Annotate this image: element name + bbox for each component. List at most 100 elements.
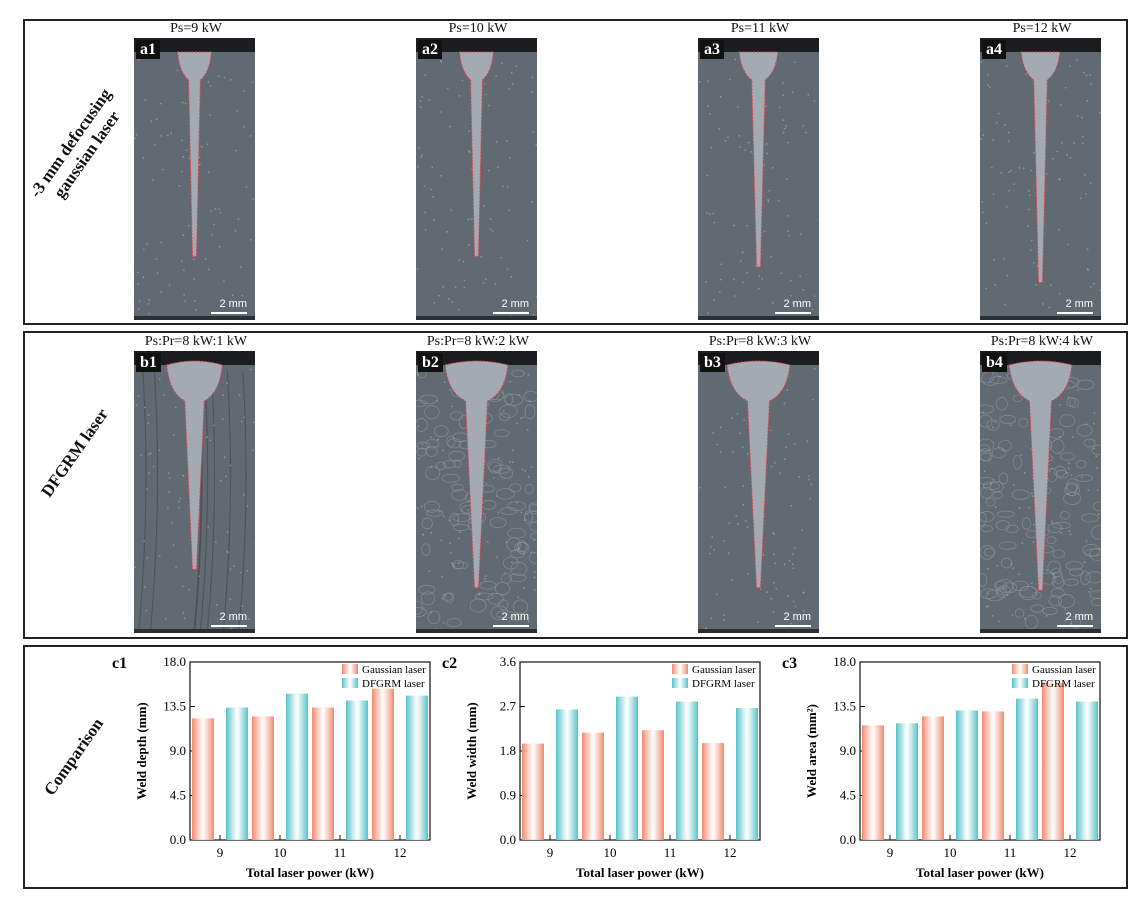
y-tick-label: 0.9 bbox=[500, 788, 516, 803]
legend-swatch bbox=[342, 664, 358, 674]
panel-title-b2: Ps:Pr=8 kW:2 kW bbox=[426, 334, 530, 349]
scale-bar bbox=[1057, 312, 1093, 314]
x-tick-label: 9 bbox=[887, 845, 894, 860]
y-tick-label: 0.0 bbox=[840, 832, 856, 847]
scale-bar bbox=[1057, 625, 1093, 627]
bar-dfgrm-10 bbox=[286, 693, 308, 840]
legend-label: DFGRM laser bbox=[362, 678, 425, 690]
y-tick-label: 0.0 bbox=[500, 832, 516, 847]
scale-bar-label: 2 mm bbox=[1065, 611, 1094, 623]
x-tick-label: 9 bbox=[547, 845, 554, 860]
panel-tag-b2: b2 bbox=[418, 353, 443, 372]
panel-tag-b1: b1 bbox=[136, 353, 161, 372]
legend-label: DFGRM laser bbox=[692, 678, 755, 690]
legend-label: DFGRM laser bbox=[1032, 678, 1095, 690]
scale-bar bbox=[775, 625, 811, 627]
row-label-line-1: Comparison bbox=[40, 714, 108, 799]
x-tick-label: 12 bbox=[724, 845, 737, 860]
scale-bar bbox=[211, 312, 247, 314]
micrograph-a1: a1 2 mm bbox=[134, 38, 255, 320]
bar-gaussian-12 bbox=[702, 743, 724, 840]
bar-gaussian-9 bbox=[522, 743, 544, 840]
y-tick-label: 2.7 bbox=[500, 699, 517, 714]
micrograph-b3: b3 2 mm bbox=[698, 351, 819, 633]
legend-swatch bbox=[1012, 678, 1028, 688]
y-axis-label: Weld area (mm²) bbox=[804, 704, 819, 798]
scale-bar-label: 2 mm bbox=[219, 298, 248, 310]
bar-dfgrm-11 bbox=[676, 701, 698, 840]
y-tick-label: 18.0 bbox=[833, 654, 856, 669]
panel-tag-a4: a4 bbox=[982, 40, 1006, 59]
bar-dfgrm-9 bbox=[896, 723, 918, 840]
bar-dfgrm-12 bbox=[1076, 701, 1098, 840]
x-tick-label: 10 bbox=[274, 845, 287, 860]
scale-bar bbox=[211, 625, 247, 627]
row-label-comparison: Comparison bbox=[34, 706, 113, 808]
micrograph-a4: a4 2 mm bbox=[980, 38, 1101, 320]
x-tick-label: 9 bbox=[217, 845, 224, 860]
bar-dfgrm-9 bbox=[226, 707, 248, 840]
panel-title-b1: Ps:Pr=8 kW:1 kW bbox=[144, 334, 248, 349]
bar-gaussian-9 bbox=[862, 725, 884, 840]
panel-title-a2: Ps=10 kW bbox=[448, 21, 508, 36]
chart-tag: c1 bbox=[112, 655, 127, 672]
legend-label: Gaussian laser bbox=[362, 664, 426, 676]
y-tick-label: 13.5 bbox=[163, 699, 186, 714]
y-tick-label: 4.5 bbox=[170, 788, 186, 803]
bar-gaussian-11 bbox=[982, 711, 1004, 840]
y-axis-label: Weld width (mm) bbox=[464, 702, 479, 800]
bar-gaussian-9 bbox=[192, 718, 214, 840]
x-tick-label: 12 bbox=[1064, 845, 1077, 860]
x-tick-label: 10 bbox=[944, 845, 957, 860]
x-tick-label: 11 bbox=[1004, 845, 1017, 860]
scale-bar-label: 2 mm bbox=[1065, 298, 1094, 310]
chart-tag: c2 bbox=[442, 655, 457, 672]
scale-bar bbox=[493, 625, 529, 627]
chart-weld-width: c2 0.0 0.9 1.8 2.7 3.6 Weld width (mm) 9 10 11 12 T… bbox=[442, 654, 761, 880]
panel-title-a3: Ps=11 kW bbox=[730, 21, 790, 36]
scale-bar-label: 2 mm bbox=[783, 611, 812, 623]
bar-dfgrm-9 bbox=[556, 709, 578, 840]
bar-gaussian-10 bbox=[252, 716, 274, 840]
bar-gaussian-11 bbox=[642, 730, 664, 840]
panel-title-b4: Ps:Pr=8 kW:4 kW bbox=[990, 334, 1094, 349]
legend-swatch bbox=[342, 678, 358, 688]
micrograph-b1: b1 2 mm bbox=[134, 351, 255, 633]
row-label-line-1: DFGRM laser bbox=[37, 404, 113, 501]
x-axis-label: Total laser power (kW) bbox=[246, 865, 374, 880]
scale-bar bbox=[493, 312, 529, 314]
panel-tag-b3: b3 bbox=[700, 353, 725, 372]
panel-tag-a1: a1 bbox=[136, 40, 160, 59]
scale-bar-label: 2 mm bbox=[219, 611, 248, 623]
legend-label: Gaussian laser bbox=[692, 664, 756, 676]
y-tick-label: 4.5 bbox=[840, 788, 856, 803]
chart-weld-area: c3 0.0 4.5 9.0 13.5 18.0 Weld area (mm²) 9 10 11 1… bbox=[782, 654, 1101, 880]
bar-dfgrm-12 bbox=[736, 707, 758, 840]
panel-title-a1: Ps=9 kW bbox=[170, 21, 222, 36]
bar-dfgrm-10 bbox=[956, 710, 978, 840]
legend-swatch bbox=[672, 678, 688, 688]
legend-swatch bbox=[1012, 664, 1028, 674]
micrograph-b4: b4 2 mm bbox=[980, 351, 1101, 633]
y-tick-label: 13.5 bbox=[833, 699, 856, 714]
legend-swatch bbox=[672, 664, 688, 674]
panel-tag-a3: a3 bbox=[700, 40, 724, 59]
micrograph-b2: b2 2 mm bbox=[416, 351, 537, 633]
x-tick-label: 11 bbox=[664, 845, 677, 860]
micrograph-a2: a2 2 mm bbox=[416, 38, 537, 320]
bar-gaussian-11 bbox=[312, 707, 334, 840]
chart-tag: c3 bbox=[782, 655, 797, 672]
bar-gaussian-12 bbox=[1042, 682, 1064, 840]
bar-dfgrm-12 bbox=[406, 695, 428, 840]
y-tick-label: 9.0 bbox=[170, 743, 186, 758]
bar-dfgrm-11 bbox=[1016, 698, 1038, 840]
y-tick-label: 0.0 bbox=[170, 832, 186, 847]
y-tick-label: 3.6 bbox=[500, 654, 517, 669]
scale-bar-label: 2 mm bbox=[501, 298, 530, 310]
legend-label: Gaussian laser bbox=[1032, 664, 1096, 676]
scale-bar-label: 2 mm bbox=[501, 611, 530, 623]
bar-gaussian-10 bbox=[922, 716, 944, 840]
bar-dfgrm-11 bbox=[346, 700, 368, 840]
x-tick-label: 11 bbox=[334, 845, 347, 860]
y-tick-label: 9.0 bbox=[840, 743, 856, 758]
